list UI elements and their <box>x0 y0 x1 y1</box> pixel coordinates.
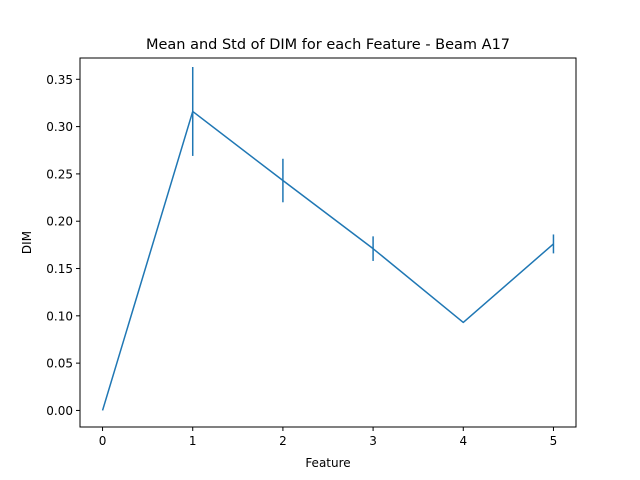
series-line <box>101 110 554 411</box>
y-tick-label: 0.20 <box>46 215 73 229</box>
y-tick-label: 0.25 <box>46 167 73 181</box>
x-tick-label: 5 <box>550 434 558 448</box>
y-axis-label: DIM <box>20 231 34 254</box>
chart-title: Mean and Std of DIM for each Feature - B… <box>146 37 510 53</box>
y-tick-label: 0.30 <box>46 120 73 134</box>
x-tick-label: 4 <box>459 434 467 448</box>
x-tick-label: 0 <box>99 434 107 448</box>
x-tick-label: 2 <box>279 434 287 448</box>
axes-frame <box>79 57 577 428</box>
y-tick-label: 0.05 <box>46 357 73 371</box>
x-tick-label: 1 <box>189 434 197 448</box>
plot-area <box>101 66 555 411</box>
y-tick-label: 0.10 <box>46 309 73 323</box>
y-tick-label: 0.35 <box>46 73 73 87</box>
x-axis: 0 1 2 3 4 5 <box>99 427 558 448</box>
x-axis-label: Feature <box>305 456 350 470</box>
x-tick-label: 3 <box>369 434 377 448</box>
y-tick-label: 0.15 <box>46 262 73 276</box>
y-axis: 0.00 0.05 0.10 0.15 0.20 0.25 0.30 0.35 <box>46 73 80 418</box>
y-tick-label: 0.00 <box>46 404 73 418</box>
